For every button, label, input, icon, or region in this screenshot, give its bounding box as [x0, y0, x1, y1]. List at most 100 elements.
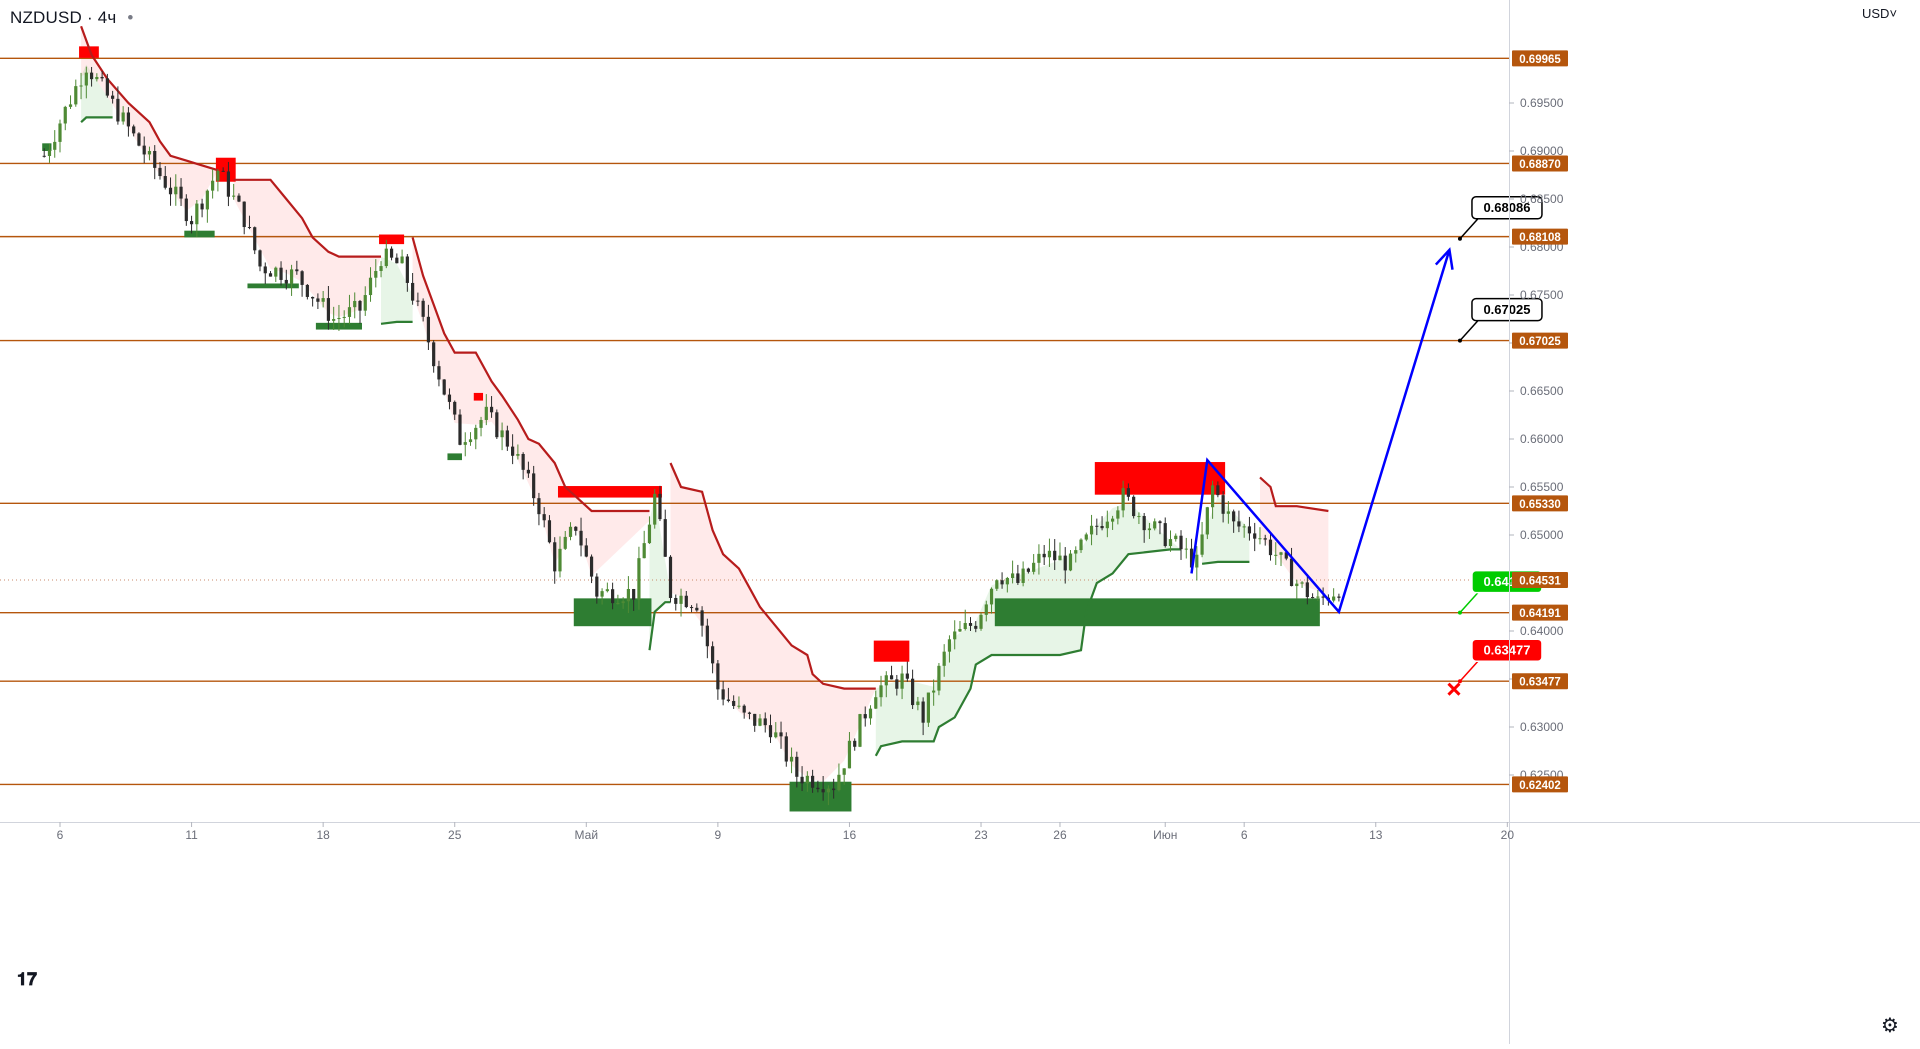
candle-body[interactable] [1037, 553, 1041, 563]
candle-body[interactable] [153, 150, 157, 168]
candle-body[interactable] [1300, 582, 1304, 584]
candle-body[interactable] [905, 673, 909, 679]
candle-body[interactable] [279, 267, 283, 280]
candle-body[interactable] [1047, 550, 1052, 558]
candle-body[interactable] [426, 316, 431, 343]
candle-body[interactable] [205, 190, 209, 210]
candle-body[interactable] [632, 588, 636, 600]
candle-body[interactable] [1016, 573, 1020, 583]
candle-body[interactable] [532, 473, 536, 499]
candle-body[interactable] [1174, 535, 1178, 540]
candle-body[interactable] [911, 678, 915, 706]
candle-body[interactable] [242, 201, 246, 228]
candle-body[interactable] [484, 406, 488, 420]
candle-body[interactable] [1079, 539, 1083, 551]
callout-box[interactable] [1471, 297, 1543, 322]
callout-label[interactable]: 0.68086 [1483, 200, 1530, 215]
candle-body[interactable] [1232, 511, 1236, 522]
candle-body[interactable] [774, 732, 778, 738]
candle-body[interactable] [168, 187, 173, 195]
candle-body[interactable] [368, 277, 373, 296]
candle-body[interactable] [995, 580, 999, 589]
candle-body[interactable] [495, 412, 499, 438]
candle-body[interactable] [1258, 538, 1262, 540]
candle-body[interactable] [1095, 525, 1099, 527]
candle-body[interactable] [684, 595, 688, 608]
candle-body[interactable] [963, 623, 967, 629]
candle-body[interactable] [1321, 596, 1325, 598]
candle-body[interactable] [1021, 568, 1025, 583]
candle-body[interactable] [658, 493, 662, 520]
candle-body[interactable] [805, 775, 809, 784]
candle-body[interactable] [216, 170, 220, 181]
candle-body[interactable] [926, 692, 930, 723]
candle-body[interactable] [421, 300, 425, 317]
candle-body[interactable] [1310, 597, 1315, 599]
candle-body[interactable] [363, 295, 367, 311]
candle-body[interactable] [305, 284, 309, 297]
candle-body[interactable] [326, 298, 331, 321]
candle-body[interactable] [984, 604, 988, 615]
candle-body[interactable] [921, 701, 925, 723]
candle-body[interactable] [463, 442, 467, 445]
candle-body[interactable] [958, 628, 962, 632]
candle-body[interactable] [716, 663, 720, 690]
candle-body[interactable] [563, 536, 567, 549]
candle-body[interactable] [858, 714, 862, 747]
candle-body[interactable] [1126, 488, 1130, 497]
candle-body[interactable] [468, 439, 473, 443]
candle-body[interactable] [932, 690, 936, 693]
candle-body[interactable] [811, 775, 815, 788]
candle-body[interactable] [432, 342, 436, 367]
candle-body[interactable] [747, 712, 752, 714]
candle-body[interactable] [342, 316, 346, 318]
candle-body[interactable] [500, 430, 504, 438]
candle-body[interactable] [821, 789, 825, 793]
candle-body[interactable] [63, 106, 67, 124]
candle-body[interactable] [226, 171, 231, 197]
candle-body[interactable] [1137, 516, 1141, 518]
candle-body[interactable] [1189, 548, 1194, 568]
candle-body[interactable] [705, 625, 709, 647]
candle-body[interactable] [1237, 521, 1241, 527]
candle-body[interactable] [1316, 596, 1320, 598]
candle-body[interactable] [663, 519, 667, 557]
candle-body[interactable] [795, 756, 799, 777]
candle-body[interactable] [1116, 510, 1120, 519]
candle-body[interactable] [447, 394, 452, 402]
candle-body[interactable] [95, 76, 99, 80]
candle-body[interactable] [916, 701, 920, 706]
candle-body[interactable] [900, 673, 904, 689]
candle-body[interactable] [989, 588, 994, 605]
candle-body[interactable] [1142, 516, 1146, 531]
candle-layer[interactable] [42, 66, 1341, 806]
callout-label[interactable]: 0.63477 [1483, 643, 1530, 658]
candle-body[interactable] [116, 98, 120, 122]
candle-body[interactable] [700, 610, 704, 626]
candle-body[interactable] [837, 774, 841, 791]
candle-body[interactable] [268, 273, 273, 277]
candle-body[interactable] [158, 167, 162, 177]
candle-body[interactable] [1084, 534, 1088, 540]
candle-body[interactable] [826, 788, 830, 793]
candle-body[interactable] [553, 542, 557, 572]
candle-body[interactable] [1074, 550, 1078, 554]
candle-body[interactable] [1011, 573, 1015, 578]
candle-body[interactable] [58, 123, 62, 142]
candle-body[interactable] [400, 256, 404, 264]
candle-body[interactable] [321, 298, 325, 302]
candle-body[interactable] [689, 607, 694, 609]
candle-body[interactable] [626, 588, 631, 602]
candle-body[interactable] [947, 639, 952, 652]
candle-body[interactable] [721, 689, 725, 700]
candle-body[interactable] [1153, 521, 1157, 529]
candle-body[interactable] [600, 591, 604, 597]
candle-body[interactable] [621, 601, 625, 604]
candle-body[interactable] [232, 195, 236, 197]
candle-body[interactable] [868, 708, 873, 719]
candle-body[interactable] [742, 705, 746, 713]
candle-body[interactable] [1132, 496, 1136, 517]
candle-body[interactable] [374, 270, 378, 278]
candle-body[interactable] [253, 227, 257, 251]
